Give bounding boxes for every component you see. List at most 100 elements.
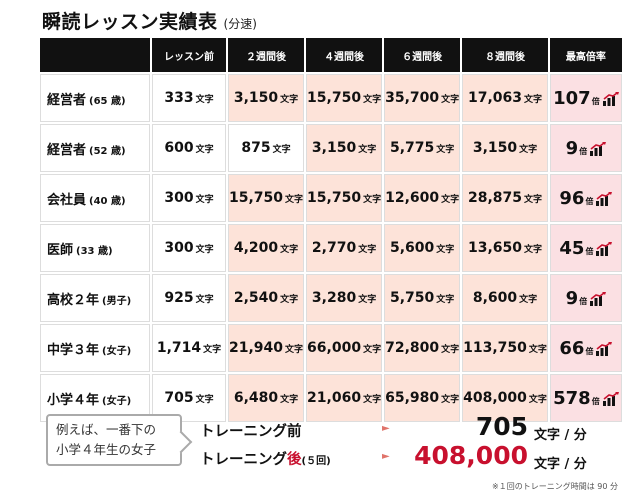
callout-line: 例えば、一番下の — [56, 422, 157, 437]
before-training-label: トレーニング前 — [200, 424, 302, 440]
header-cell: ６週間後 — [384, 38, 461, 72]
unit: 文字 — [524, 195, 543, 205]
value: 65,980 — [385, 390, 440, 406]
bai-unit: 倍 — [579, 146, 588, 156]
unit: 文字 — [285, 345, 304, 355]
value-cell-w6: 12,600 文字 — [384, 174, 461, 222]
unit: 文字 — [280, 245, 299, 255]
value-cell-w6: 65,980 文字 — [384, 374, 461, 422]
max-ratio: 9 — [565, 137, 579, 159]
unit: 文字 — [358, 245, 377, 255]
unit: 文字 — [436, 245, 455, 255]
value-cell-before: 333 文字 — [152, 74, 226, 122]
value-cell-w8: 113,750 文字 — [462, 324, 548, 372]
example-callout: 例えば、一番下の 小学４年生の女子 — [46, 414, 182, 466]
value-cell-w4: 66,000 文字 — [306, 324, 383, 372]
growth-chart-icon — [590, 141, 607, 156]
after-count: (５回) — [301, 456, 331, 467]
unit-label: 文字 / 分 — [534, 457, 587, 472]
value: 875 — [241, 140, 271, 156]
value-cell-w6: 5,750 文字 — [384, 274, 461, 322]
value: 600 — [164, 140, 194, 156]
value: 72,800 — [385, 340, 440, 356]
bai-unit: 倍 — [591, 96, 600, 106]
value: 3,150 — [233, 90, 279, 106]
row-label-cell: 中学３年 (女子) — [40, 324, 150, 372]
value: 66,000 — [307, 340, 362, 356]
value-cell-w2: 6,480 文字 — [228, 374, 305, 422]
table-row: 経営者 (65 歳) 333 文字 3,150 文字 15,750 文字 35,700 文字 17,… — [40, 74, 622, 122]
results-table: レッスン前 ２週間後 ４週間後 ６週間後 ８週間後 最高倍率 経営者 (65 歳)… — [38, 36, 624, 424]
value: 15,750 — [229, 190, 284, 206]
value-cell-w4: 21,060 文字 — [306, 374, 383, 422]
value-cell-w2: 4,200 文字 — [228, 224, 305, 272]
header-cell: 最高倍率 — [549, 38, 622, 72]
value-cell-before: 705 文字 — [152, 374, 226, 422]
row-label: 医師 — [47, 242, 74, 258]
unit: 文字 — [203, 345, 222, 355]
row-label-cell: 医師 (33 歳) — [40, 224, 150, 272]
unit: 文字 — [363, 395, 382, 405]
page-title: 瞬読レッスン実績表 (分速) — [42, 8, 257, 34]
unit: 文字 — [358, 295, 377, 305]
row-label-cell: 高校２年 (男子) — [40, 274, 150, 322]
unit: 文字 — [195, 295, 214, 305]
unit: 文字 — [441, 395, 460, 405]
value-cell-w4: 2,770 文字 — [306, 224, 383, 272]
unit: 文字 — [524, 245, 543, 255]
unit-label: 文字 / 分 — [534, 428, 587, 443]
max-ratio-cell: 107倍 — [549, 74, 622, 122]
arrow-icon: ► — [382, 423, 390, 434]
value: 5,750 — [389, 290, 435, 306]
table-row: 小学４年 (女子) 705 文字 6,480 文字 21,060 文字 65,980 文字 408,… — [40, 374, 622, 422]
table-row: 医師 (33 歳) 300 文字 4,200 文字 2,770 文字 5,600 文字 13,650… — [40, 224, 622, 272]
value: 3,280 — [311, 290, 357, 306]
row-age: (40 歳) — [89, 195, 126, 207]
unit: 文字 — [519, 295, 538, 305]
value-cell-w8: 13,650 文字 — [462, 224, 548, 272]
row-age: (女子) — [102, 345, 132, 357]
max-ratio: 107 — [553, 87, 591, 109]
unit: 文字 — [528, 395, 547, 405]
row-label-cell: 経営者 (52 歳) — [40, 124, 150, 172]
unit: 文字 — [441, 195, 460, 205]
value: 2,540 — [233, 290, 279, 306]
value: 15,750 — [307, 90, 362, 106]
row-label: 経営者 — [47, 142, 87, 158]
row-label: 会社員 — [47, 192, 87, 208]
value: 408,000 — [463, 390, 527, 406]
value-cell-w2: 15,750 文字 — [228, 174, 305, 222]
unit: 文字 — [195, 245, 214, 255]
value-cell-before: 600 文字 — [152, 124, 226, 172]
header-cell — [40, 38, 150, 72]
unit: 文字 — [441, 95, 460, 105]
unit: 文字 — [528, 345, 547, 355]
unit: 文字 — [363, 345, 382, 355]
value: 333 — [164, 90, 194, 106]
value-cell-before: 925 文字 — [152, 274, 226, 322]
growth-chart-icon — [596, 191, 613, 206]
value-cell-w2: 21,940 文字 — [228, 324, 305, 372]
unit: 文字 — [285, 195, 304, 205]
value: 8,600 — [472, 290, 518, 306]
after-training-label: トレーニング後(５回) — [200, 448, 331, 469]
max-ratio-cell: 66倍 — [549, 324, 622, 372]
value: 6,480 — [233, 390, 279, 406]
value: 3,150 — [472, 140, 518, 156]
unit: 文字 — [363, 95, 382, 105]
value: 113,750 — [463, 340, 527, 356]
unit: 文字 — [441, 345, 460, 355]
value-cell-w8: 17,063 文字 — [462, 74, 548, 122]
growth-chart-icon — [596, 341, 613, 356]
value-cell-w4: 3,280 文字 — [306, 274, 383, 322]
value: 13,650 — [468, 240, 523, 256]
unit: 文字 — [519, 145, 538, 155]
arrow-icon: ► — [382, 451, 390, 462]
value: 925 — [164, 290, 194, 306]
value: 12,600 — [385, 190, 440, 206]
value-cell-before: 300 文字 — [152, 224, 226, 272]
row-age: (女子) — [102, 395, 132, 407]
header-cell: レッスン前 — [152, 38, 226, 72]
value-cell-w4: 15,750 文字 — [306, 174, 383, 222]
value: 5,600 — [389, 240, 435, 256]
